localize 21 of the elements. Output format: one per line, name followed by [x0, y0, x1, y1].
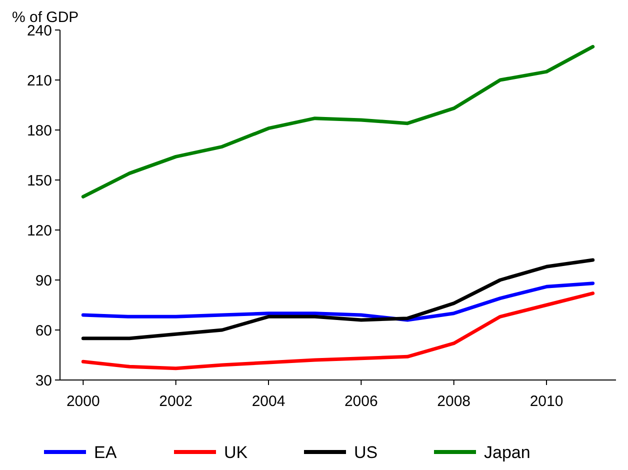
- legend-label: EA: [94, 443, 118, 462]
- x-tick-label: 2000: [66, 393, 100, 410]
- y-tick-label: 60: [35, 322, 52, 340]
- line-series: [81, 282, 595, 322]
- y-tick-label: 30: [35, 372, 52, 390]
- line-series: [81, 292, 595, 370]
- x-tick-label: 2008: [437, 393, 471, 410]
- legend-label: UK: [224, 443, 248, 462]
- x-tick-label: 2010: [530, 393, 564, 410]
- y-tick-label: 180: [26, 122, 52, 140]
- legend-label: US: [354, 443, 378, 462]
- x-tick-label: 2004: [252, 393, 286, 410]
- legend-label: Japan: [484, 443, 530, 462]
- x-tick-label: 2002: [159, 393, 193, 410]
- line-series: [81, 44, 595, 198]
- y-tick-label: 150: [26, 172, 52, 190]
- y-tick-label: 120: [26, 222, 52, 240]
- x-tick-label: 2006: [344, 393, 378, 410]
- y-tick-label: 90: [35, 272, 52, 290]
- y-tick-label: 210: [26, 72, 52, 90]
- line-series: [81, 258, 595, 340]
